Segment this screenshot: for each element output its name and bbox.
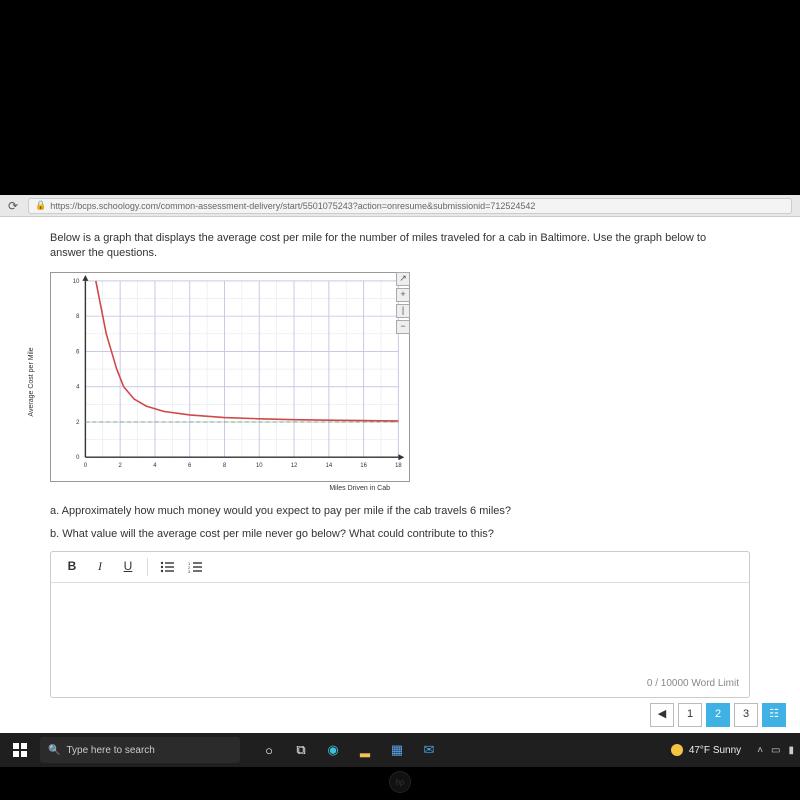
windows-taskbar: 🔍 Type here to search ○ ⧉ ◉ ▂ ▦ ✉ 47°F S… xyxy=(0,733,800,767)
edge-icon[interactable]: ◉ xyxy=(318,736,348,764)
url-box[interactable]: 🔒 https://bcps.schoology.com/common-asse… xyxy=(28,198,792,214)
answer-editor: B I U 1 2 3 0 / 10000 Word Limit xyxy=(50,551,750,698)
pager-grid-button[interactable]: ☷ xyxy=(762,703,786,727)
question-a: a. Approximately how much money would yo… xyxy=(50,504,772,519)
y-axis-label: Average Cost per Mile xyxy=(27,347,37,416)
svg-text:6: 6 xyxy=(188,463,192,469)
taskbar-pinned: ○ ⧉ ◉ ▂ ▦ ✉ xyxy=(254,736,444,764)
hp-logo-icon: hp xyxy=(389,771,411,793)
underline-button[interactable]: U xyxy=(115,556,141,578)
svg-text:6: 6 xyxy=(76,349,80,355)
tray-chevron-icon[interactable]: ˄ xyxy=(757,745,763,756)
browser-address-bar: ⟳ 🔒 https://bcps.schoology.com/common-as… xyxy=(0,195,800,217)
svg-text:2: 2 xyxy=(76,420,79,426)
italic-button[interactable]: I xyxy=(87,556,113,578)
cortana-icon[interactable]: ○ xyxy=(254,736,284,764)
reload-icon[interactable]: ⟳ xyxy=(8,199,18,213)
word-limit-label: 0 / 10000 Word Limit xyxy=(51,673,749,697)
number-list-button[interactable]: 1 2 3 xyxy=(182,556,208,578)
chart-zoom-controls: ↗ + | − xyxy=(396,272,412,334)
windows-icon xyxy=(13,743,27,757)
bullet-list-button[interactable] xyxy=(154,556,180,578)
svg-text:4: 4 xyxy=(76,384,80,390)
system-tray: ˄ ▭ ▮ xyxy=(757,745,794,756)
svg-text:8: 8 xyxy=(76,314,80,320)
assessment-page: Below is a graph that displays the avera… xyxy=(0,217,800,733)
lock-icon: 🔒 xyxy=(35,200,46,211)
ul-icon xyxy=(160,561,174,573)
svg-text:0: 0 xyxy=(76,455,80,461)
svg-text:2: 2 xyxy=(119,463,122,469)
weather-text: 47°F Sunny xyxy=(689,745,741,756)
svg-text:10: 10 xyxy=(73,279,80,285)
wifi-icon[interactable]: ▮ xyxy=(788,745,794,756)
pager-page-2[interactable]: 2 xyxy=(706,703,730,727)
sun-icon xyxy=(671,744,683,756)
x-axis-label: Miles Driven in Cab xyxy=(329,484,390,494)
zoom-in-icon[interactable]: + xyxy=(396,288,410,302)
ol-icon: 1 2 3 xyxy=(188,561,202,573)
zoom-out-icon[interactable]: − xyxy=(396,320,410,334)
pager-page-1[interactable]: 1 xyxy=(678,703,702,727)
search-placeholder: Type here to search xyxy=(66,745,154,756)
pager-prev-button[interactable]: ◀ xyxy=(650,703,674,727)
zoom-sep-icon[interactable]: | xyxy=(396,304,410,318)
svg-text:4: 4 xyxy=(153,463,157,469)
question-pager: ◀ 1 2 3 ☷ xyxy=(650,703,786,727)
svg-text:12: 12 xyxy=(291,463,298,469)
svg-text:8: 8 xyxy=(223,463,227,469)
explorer-icon[interactable]: ▂ xyxy=(350,736,380,764)
cost-per-mile-chart: 0 2 4 6 8 10 12 14 16 18 0 2 4 6 8 10 xyxy=(50,272,410,482)
zoom-tool-icon[interactable]: ↗ xyxy=(396,272,410,286)
pager-page-3[interactable]: 3 xyxy=(734,703,758,727)
svg-text:10: 10 xyxy=(256,463,263,469)
mail-icon[interactable]: ✉ xyxy=(414,736,444,764)
task-view-icon[interactable]: ⧉ xyxy=(286,736,316,764)
svg-text:16: 16 xyxy=(360,463,367,469)
answer-textarea[interactable] xyxy=(51,583,749,673)
search-icon: 🔍 xyxy=(48,745,60,756)
svg-text:0: 0 xyxy=(84,463,88,469)
start-button[interactable] xyxy=(6,736,34,764)
svg-text:3: 3 xyxy=(188,569,191,573)
svg-text:14: 14 xyxy=(326,463,333,469)
editor-toolbar: B I U 1 2 3 xyxy=(51,552,749,583)
toolbar-separator xyxy=(147,558,148,576)
svg-text:18: 18 xyxy=(395,463,402,469)
weather-widget[interactable]: 47°F Sunny xyxy=(671,744,741,756)
url-text: https://bcps.schoology.com/common-assess… xyxy=(50,201,535,211)
store-icon[interactable]: ▦ xyxy=(382,736,412,764)
chart-container: Average Cost per Mile 024681012141618024… xyxy=(50,272,410,492)
question-prompt: Below is a graph that displays the avera… xyxy=(50,231,730,262)
bold-button[interactable]: B xyxy=(59,556,85,578)
question-b: b. What value will the average cost per … xyxy=(50,527,772,542)
taskbar-search[interactable]: 🔍 Type here to search xyxy=(40,737,240,763)
battery-icon[interactable]: ▭ xyxy=(771,745,780,756)
